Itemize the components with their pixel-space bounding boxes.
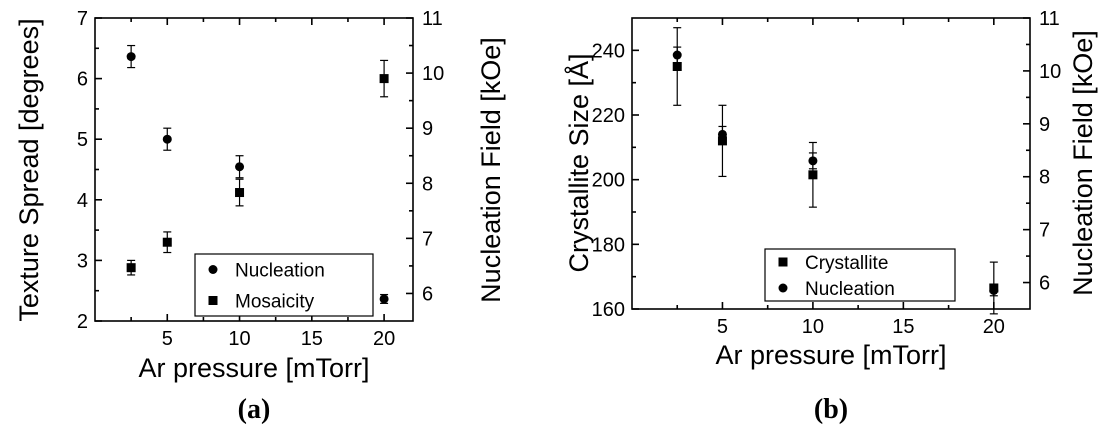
chart-a-y-tick-label: 5 — [77, 129, 88, 151]
chart-b-y2-tick-label: 10 — [1039, 61, 1061, 83]
chart-b-y-tick-label: 200 — [592, 170, 625, 192]
chart-b-x-tick-label: 20 — [983, 316, 1005, 338]
chart-b-y-tick-label: 240 — [592, 40, 625, 62]
chart-b-legend-nucleation-marker — [778, 283, 788, 293]
chart-b-y-tick-label: 180 — [592, 234, 625, 256]
chart-a-y2-tick-label: 7 — [422, 228, 433, 250]
chart-b-nucleation-point — [672, 50, 682, 60]
chart-a-panel-label: (a) — [238, 394, 271, 425]
chart-b-legend-crystallite-label: Crystallite — [805, 253, 888, 274]
chart-b-nucleation-point — [808, 156, 818, 166]
chart-a-y-tick-label: 4 — [77, 190, 88, 212]
chart-b-crystallite-point — [672, 62, 682, 71]
chart-b-legend-nucleation-label: Nucleation — [805, 279, 895, 300]
chart-a-x-tick-label: 15 — [301, 328, 323, 350]
chart-a-legend-box — [194, 253, 374, 317]
chart-a-legend-mosaicity-label: Mosaicity — [235, 292, 315, 313]
chart-b-y-tick-label: 160 — [592, 299, 625, 321]
chart-b-y2-tick-label: 6 — [1039, 273, 1050, 295]
chart-a-nucleation-point — [126, 52, 136, 62]
chart-a-x-tick-label: 10 — [228, 328, 250, 350]
chart-b-x-tick-label: 5 — [717, 316, 728, 338]
chart-a-mosaicity-point — [235, 188, 245, 198]
chart-a-y-tick-label: 6 — [77, 69, 88, 91]
chart-a-legend-mosaicity-marker — [208, 296, 218, 305]
chart-b-nucleation-point — [989, 285, 999, 295]
chart-a-y-axis-label: Texture Spread [degrees] — [14, 18, 44, 321]
chart-b-y2-tick-label: 11 — [1039, 8, 1060, 30]
chart-b-plot-frame — [631, 17, 1031, 310]
chart-a-y2-axis-label: Nucleation Field [kOe] — [476, 37, 506, 303]
chart-a-legend-nucleation-marker — [208, 265, 218, 274]
chart-b-y-axis-label: Crystallite Size [Å] — [563, 53, 594, 272]
chart-a-y-tick-label: 2 — [77, 311, 88, 333]
chart-a-nucleation-point — [379, 294, 389, 304]
chart-b-x-tick-label: 15 — [892, 316, 914, 338]
chart-b-crystallite-point — [808, 170, 818, 180]
chart-a-nucleation-point — [235, 162, 245, 172]
chart-b-y2-axis-label: Nucleation Field [kOe] — [1068, 30, 1098, 296]
chart-a-y-tick-label: 7 — [77, 8, 88, 30]
chart-a-y2-tick-label: 10 — [422, 63, 444, 85]
chart-b-y-tick-label: 220 — [592, 105, 625, 127]
chart-a-y-tick-label: 3 — [77, 250, 88, 272]
chart-a-x-axis-label: Ar pressure [mTorr] — [138, 353, 369, 383]
chart-b-y2-tick-label: 9 — [1039, 114, 1050, 136]
chart-b-x-axis-label: Ar pressure [mTorr] — [715, 340, 946, 370]
chart-b-y2-tick-label: 8 — [1039, 167, 1050, 189]
chart-a-mosaicity-point — [126, 263, 136, 273]
chart-a-mosaicity-point — [162, 237, 172, 247]
chart-b-x-tick-label: 10 — [802, 316, 824, 338]
chart-b-legend-crystallite-marker — [778, 257, 788, 267]
chart-a-x-tick-label: 20 — [373, 328, 395, 350]
chart-a-legend-nucleation-label: Nucleation — [235, 261, 325, 282]
chart-a-x-tick-label: 5 — [162, 328, 173, 350]
chart-b-legend-box — [764, 248, 956, 302]
chart-a-mosaicity-point — [379, 74, 389, 84]
chart-a-y2-tick-label: 11 — [422, 8, 443, 30]
chart-a-y2-tick-label: 8 — [422, 173, 433, 195]
chart-b-nucleation-point — [717, 129, 727, 139]
chart-a-y2-tick-label: 6 — [422, 283, 433, 305]
chart-b-panel-label: (b) — [814, 394, 848, 425]
chart-a-nucleation-point — [162, 134, 172, 144]
chart-a-y2-tick-label: 9 — [422, 118, 433, 140]
chart-b-y2-tick-label: 7 — [1039, 220, 1050, 242]
